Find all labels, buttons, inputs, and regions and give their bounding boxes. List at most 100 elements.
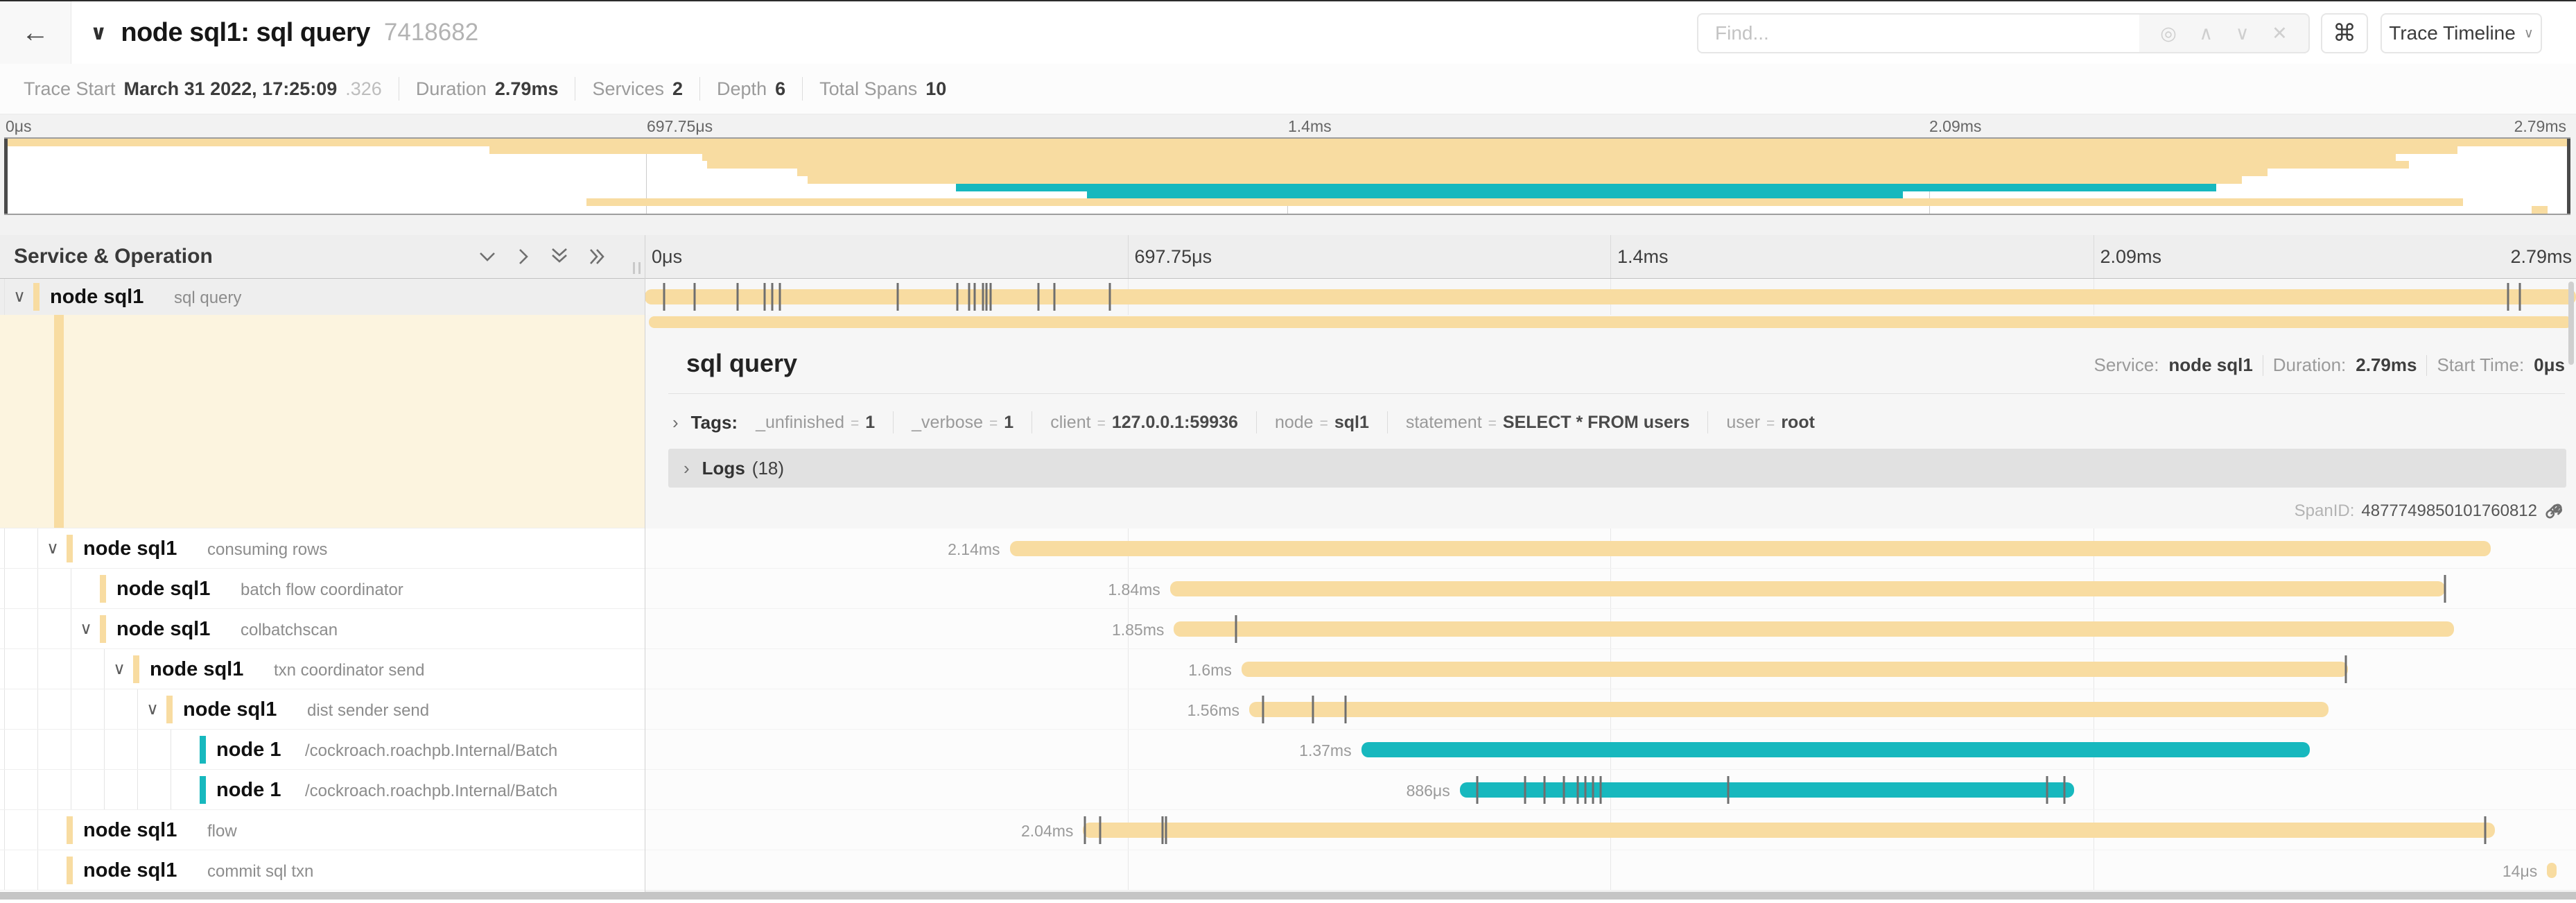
minimap-bar — [807, 176, 2243, 184]
span-row-label[interactable]: ∨ node sql1 dist sender send — [0, 689, 645, 730]
span-row-bar[interactable]: 1.6ms — [645, 649, 2576, 689]
span-row-label[interactable]: ∨ node sql1 consuming rows — [0, 528, 645, 569]
span-row-root-bar[interactable] — [645, 279, 2576, 315]
divider — [893, 411, 894, 433]
indent-guide — [37, 770, 38, 809]
span-id-value: 4877749850101760812 — [2361, 501, 2537, 520]
find-input[interactable] — [1697, 13, 2141, 53]
expand-all-icon[interactable] — [588, 246, 609, 267]
tags-accordion[interactable]: › Tags: _unfinished = 1 _verbose = 1 client = 12… — [672, 407, 1815, 438]
expand-chevron-icon[interactable]: ∨ — [46, 539, 59, 558]
log-marker-icon — [896, 283, 899, 311]
expand-one-icon[interactable] — [516, 246, 531, 267]
span-row-label[interactable]: ∨ node sql1 colbatchscan — [0, 609, 645, 649]
collapse-one-icon[interactable] — [477, 249, 498, 264]
clear-search-icon[interactable]: ✕ — [2272, 22, 2288, 44]
indent-guide — [104, 730, 105, 769]
next-result-icon[interactable]: ∨ — [2235, 22, 2249, 44]
span-id-label: SpanID: — [2294, 501, 2355, 520]
span-row-bar[interactable]: 1.84ms — [645, 569, 2576, 609]
operation-name: txn coordinator send — [274, 661, 425, 680]
span-bar[interactable] — [1083, 823, 2495, 838]
span-bar[interactable] — [1169, 581, 2445, 596]
header-gridline — [1610, 235, 1611, 278]
expand-chevron-icon[interactable]: ∨ — [146, 700, 159, 719]
span-bar[interactable] — [1361, 742, 2310, 757]
tag-value: 127.0.0.1:59936 — [1111, 412, 1238, 432]
span-bar[interactable] — [2547, 863, 2557, 878]
span-bar[interactable] — [1174, 621, 2455, 637]
indent-guide — [4, 528, 5, 568]
span-row-label[interactable]: node 1/cockroach.roachpb.Internal/Batch — [0, 770, 645, 810]
span-bar[interactable] — [1241, 662, 2349, 677]
trace-id: 7418682 — [383, 19, 479, 46]
span-row-bar[interactable]: 2.14ms — [645, 528, 2576, 569]
expand-chevron-icon[interactable]: ∨ — [113, 660, 125, 678]
tag-key: _verbose — [912, 412, 984, 432]
summary-item: Total Spans 10 — [819, 78, 946, 100]
keyboard-shortcuts-button[interactable]: ⌘ — [2321, 13, 2368, 53]
span-bar[interactable] — [1249, 702, 2329, 717]
span-detail-meta: Service: node sql1 Duration: 2.79ms Start Ti… — [2094, 354, 2565, 376]
logs-accordion[interactable]: › Logs (18) — [668, 449, 2566, 488]
service-color-bar — [133, 655, 139, 683]
span-row-bar[interactable]: 886μs — [645, 770, 2576, 810]
collapse-title-icon[interactable]: ∨ — [90, 21, 107, 44]
log-marker-icon — [989, 283, 992, 311]
service-name: node sql1 — [183, 698, 277, 721]
service-name: node sql1 — [150, 658, 244, 680]
indent-guide — [4, 730, 5, 769]
service-name: node 1 — [216, 739, 281, 761]
collapse-all-icon[interactable] — [549, 246, 570, 267]
axis-tick-label: 0μs — [652, 246, 683, 267]
span-row-label[interactable]: ∨ node sql1 txn coordinator send — [0, 649, 645, 689]
log-marker-icon — [736, 283, 739, 311]
trace-view-dropdown[interactable]: Trace Timeline ∨ — [2381, 13, 2542, 53]
span-row-bar[interactable]: 14μs — [645, 850, 2576, 891]
service-color-bar — [100, 615, 106, 643]
find-controls: ◎ ∧ ∨ ✕ — [2139, 13, 2310, 53]
span-row-label[interactable]: node 1/cockroach.roachpb.Internal/Batch — [0, 730, 645, 770]
service-name: node sql1 — [83, 538, 177, 560]
minimap-scrubber[interactable] — [4, 137, 2570, 215]
span-row-bar[interactable]: 1.56ms — [645, 689, 2576, 730]
back-arrow-icon[interactable]: ← — [0, 1, 71, 64]
prev-result-icon[interactable]: ∧ — [2199, 22, 2213, 44]
tag-item: user = root — [1726, 413, 1815, 433]
service-color-bar — [67, 816, 73, 844]
detail-meta-value: node sql1 — [2168, 354, 2253, 375]
detail-meta-label: Start Time: — [2437, 354, 2525, 375]
column-resizer[interactable] — [633, 262, 641, 274]
service-name: node 1 — [216, 779, 281, 801]
span-bar[interactable] — [1009, 541, 2491, 556]
span-row-label[interactable]: node sql1 batch flow coordinator — [0, 569, 645, 609]
span-row-bar[interactable]: 1.85ms — [645, 609, 2576, 649]
service-name: node sql1 — [50, 286, 144, 308]
log-marker-icon — [778, 283, 781, 311]
span-row-label[interactable]: node sql1 commit sql txn — [0, 850, 645, 891]
expand-chevron-icon[interactable]: ∨ — [13, 287, 26, 306]
log-marker-icon — [2046, 776, 2048, 804]
span-bar[interactable] — [645, 289, 2576, 304]
equals-sign: = — [1766, 415, 1775, 431]
span-row-bar[interactable]: 1.37ms — [645, 730, 2576, 770]
deep-link-icon[interactable] — [2544, 501, 2564, 521]
divider — [1386, 411, 1388, 433]
minimap-left-handle[interactable] — [4, 139, 8, 214]
log-marker-icon — [973, 283, 976, 311]
minimap-right-handle[interactable] — [2567, 139, 2570, 214]
expand-chevron-icon[interactable]: ∨ — [80, 619, 92, 638]
span-row-bar[interactable]: 2.04ms — [645, 810, 2576, 850]
service-name: node sql1 — [83, 819, 177, 841]
duration-label: 1.37ms — [1299, 741, 1352, 759]
span-row-root-label[interactable]: ∨ node sql1 sql query — [0, 279, 645, 315]
equals-sign: = — [850, 415, 860, 431]
equals-sign: = — [1488, 415, 1497, 431]
span-row-label[interactable]: node sql1 flow — [0, 810, 645, 850]
span-bar[interactable] — [1459, 782, 2074, 798]
locate-icon[interactable]: ◎ — [2160, 22, 2177, 44]
scrollbar-thumb[interactable] — [2568, 282, 2574, 365]
log-marker-icon — [1053, 283, 1056, 311]
log-marker-icon — [1084, 816, 1086, 844]
